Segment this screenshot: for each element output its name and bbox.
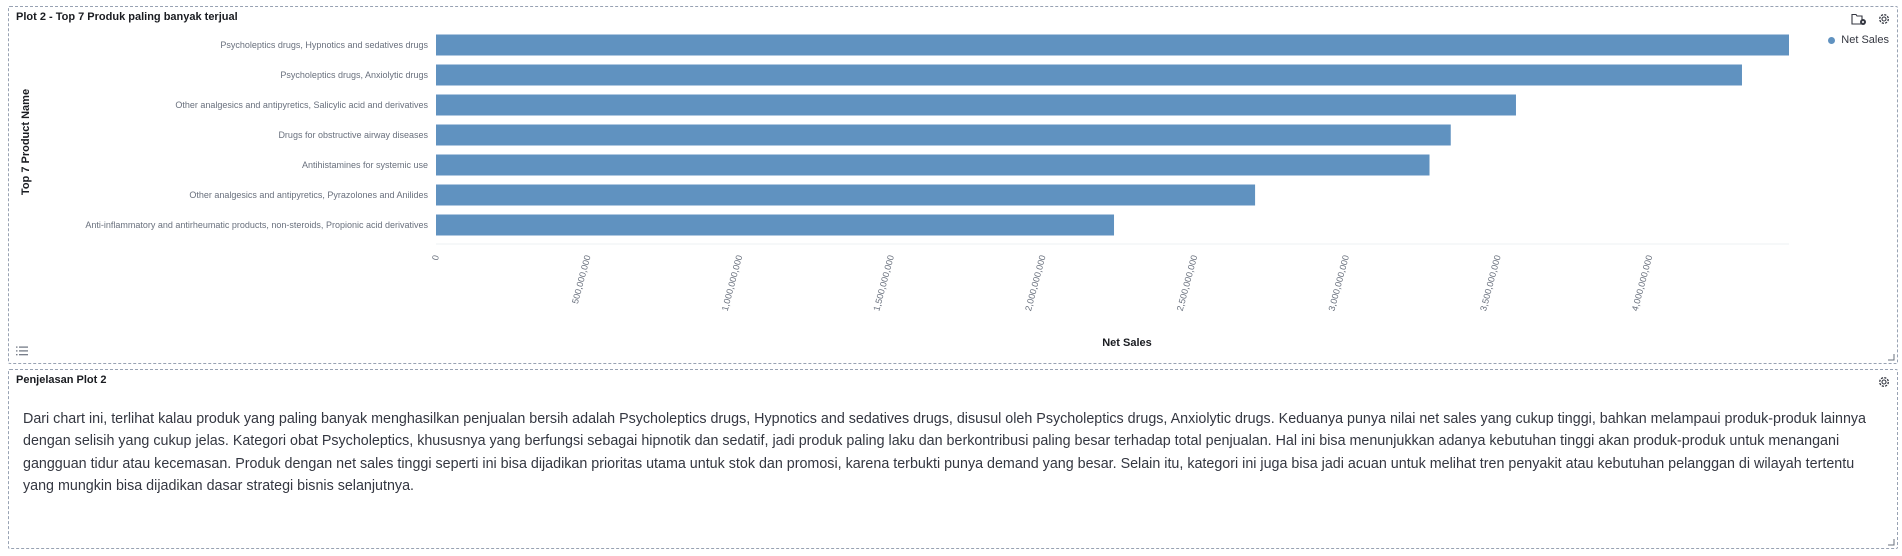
x-tick-label: 2,500,000,000 <box>1175 254 1200 312</box>
y-tick-label: Antihistamines for systemic use <box>302 160 428 170</box>
x-tick-label: 1,500,000,000 <box>871 254 896 312</box>
y-tick-label: Psycholeptics drugs, Hypnotics and sedat… <box>220 40 428 50</box>
legend-color-dot <box>1828 36 1836 44</box>
panel-title: Plot 2 - Top 7 Produk paling banyak terj… <box>16 11 238 23</box>
folder-settings-icon[interactable] <box>1851 12 1867 26</box>
bar[interactable] <box>436 184 1256 206</box>
chart-panel: Plot 2 - Top 7 Produk paling banyak terj… <box>8 6 1898 364</box>
bar[interactable] <box>436 94 1516 116</box>
y-tick-label: Psycholeptics drugs, Anxiolytic drugs <box>280 70 428 80</box>
bar[interactable] <box>436 214 1115 236</box>
bar[interactable] <box>436 124 1451 146</box>
resize-handle-icon[interactable] <box>1887 353 1895 361</box>
panel-title: Penjelasan Plot 2 <box>16 374 107 386</box>
y-tick-label: Anti-inflammatory and antirheumatic prod… <box>85 220 428 230</box>
legend-label: Net Sales <box>1841 34 1889 46</box>
bar[interactable] <box>436 34 1789 56</box>
x-tick-label: 2,000,000,000 <box>1023 254 1048 312</box>
x-tick-label: 3,500,000,000 <box>1478 254 1503 312</box>
y-tick-label: Other analgesics and antipyretics, Pyraz… <box>189 190 428 200</box>
y-tick-label: Drugs for obstructive airway diseases <box>278 130 428 140</box>
y-tick-label: Other analgesics and antipyretics, Salic… <box>175 100 428 110</box>
x-tick-label: 4,000,000,000 <box>1630 254 1655 312</box>
x-tick-label: 3,000,000,000 <box>1326 254 1351 312</box>
bar[interactable] <box>436 64 1742 86</box>
x-axis-title: Net Sales <box>1102 337 1152 349</box>
x-tick-label: 0 <box>430 254 441 261</box>
y-axis-title: Top 7 Product Name <box>20 88 32 196</box>
resize-handle-icon[interactable] <box>1887 538 1895 546</box>
bar-chart: Psycholeptics drugs, Hypnotics and sedat… <box>85 34 1789 312</box>
explanation-panel: Penjelasan Plot 2 Dari chart ini, terlih… <box>8 369 1898 549</box>
gear-icon[interactable] <box>1877 375 1891 389</box>
explanation-text: Dari chart ini, terlihat kalau produk ya… <box>23 411 1867 494</box>
bar[interactable] <box>436 154 1430 176</box>
gear-icon[interactable] <box>1877 12 1891 26</box>
x-tick-label: 1,000,000,000 <box>720 254 745 312</box>
legend-item[interactable]: Net Sales <box>1828 34 1889 46</box>
x-tick-label: 500,000,000 <box>570 254 593 305</box>
list-icon[interactable] <box>16 346 28 356</box>
